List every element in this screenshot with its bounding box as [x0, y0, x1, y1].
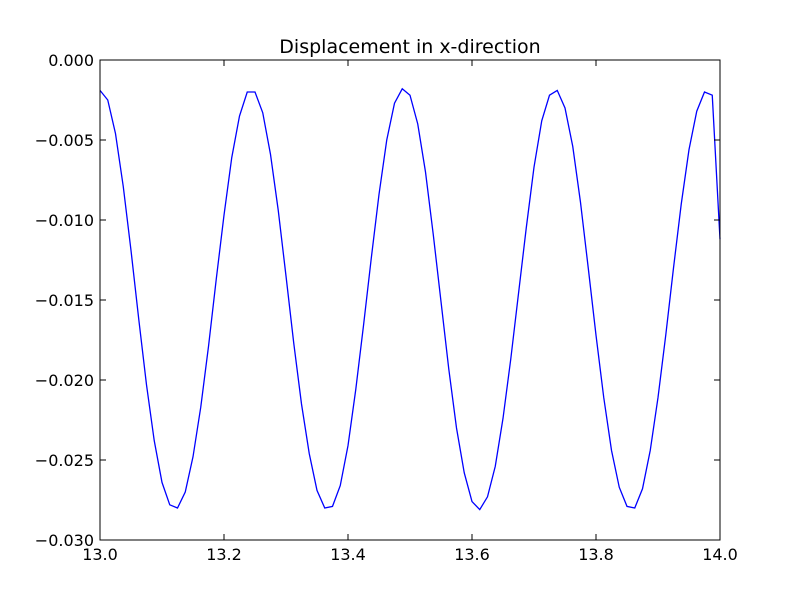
- x-tick-label: 13.2: [206, 545, 242, 564]
- y-tick-label: −0.005: [35, 131, 94, 150]
- series-line-0: [99, 87, 721, 511]
- y-tick-label: 0.000: [48, 51, 94, 70]
- x-tick-label: 13.6: [454, 545, 490, 564]
- y-tick-label: −0.015: [35, 291, 94, 310]
- plot-frame: [99, 59, 721, 541]
- x-tick-label: 13.8: [578, 545, 614, 564]
- tick-layer: 13.0 13.2 13.4 13.6 13.8 14.0 0.000 −0.005 −0.01…: [35, 51, 738, 564]
- series-layer: [99, 87, 721, 511]
- y-tick-label: −0.010: [35, 211, 94, 230]
- chart-title: Displacement in x-direction: [279, 36, 540, 58]
- x-tick-label: 13.4: [330, 545, 366, 564]
- y-tick-label: −0.030: [35, 531, 94, 550]
- x-tick-label: 14.0: [702, 545, 738, 564]
- y-tick-label: −0.025: [35, 451, 94, 470]
- y-tick-label: −0.020: [35, 371, 94, 390]
- x-tick-label: 13.0: [82, 545, 118, 564]
